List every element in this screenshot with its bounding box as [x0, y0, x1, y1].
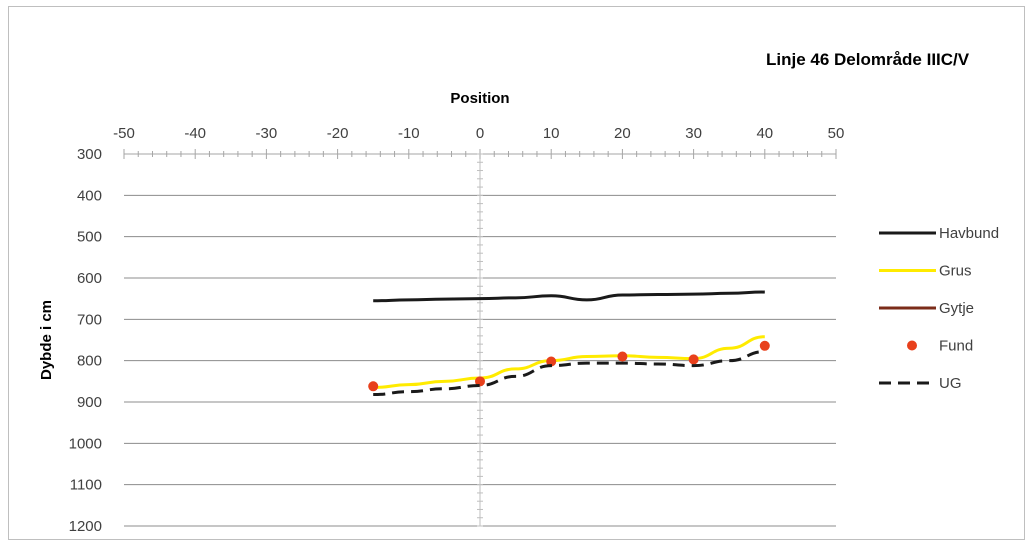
legend-label-fund: Fund [939, 338, 973, 355]
legend-item-havbund: Havbund [879, 225, 999, 242]
x-axis-title: Position [450, 90, 509, 107]
series-fund-point [759, 340, 770, 351]
y-tick-label: 700 [77, 311, 102, 328]
y-tick-label: 1200 [69, 518, 102, 535]
y-tick-label: 1100 [70, 477, 102, 494]
series-fund-point [475, 376, 485, 387]
x-tick-label: 50 [828, 125, 845, 142]
legend-label-ug: UG [939, 375, 962, 392]
series-grus-line [373, 335, 765, 390]
legend-label-havbund: Havbund [939, 225, 999, 242]
legend-marker-fund [907, 340, 917, 351]
x-tick-label: 30 [685, 125, 702, 142]
legend-item-fund: Fund [907, 338, 973, 355]
y-tick-label: 400 [77, 187, 102, 204]
x-tick-label: -40 [184, 125, 206, 142]
x-tick-label: -50 [113, 125, 135, 142]
series-fund-point [546, 356, 557, 367]
legend-item-grus: Grus [879, 263, 972, 280]
x-tick-label: 10 [543, 125, 560, 142]
series-layer [368, 290, 770, 397]
x-tick-label: 0 [476, 125, 484, 142]
legend-label-grus: Grus [939, 263, 972, 280]
y-tick-label: 600 [77, 270, 102, 287]
legend-item-gytje: Gytje [879, 300, 974, 317]
x-tick-label: -20 [327, 125, 349, 142]
series-havbund-line [373, 290, 765, 303]
x-tick-label: -10 [398, 125, 420, 142]
x-tick-label: 20 [614, 125, 631, 142]
series-fund-point [368, 381, 379, 392]
series-ug-line [373, 350, 765, 397]
y-tick-label: 1000 [69, 435, 102, 452]
series-fund-point [688, 354, 699, 365]
y-tick-label: 900 [77, 394, 102, 411]
chart-title: Linje 46 Delområde IIIC/V [766, 50, 970, 69]
y-tick-label: 800 [77, 353, 102, 370]
x-tick-label: 40 [756, 125, 773, 142]
y-tick-label: 500 [77, 229, 102, 246]
axes [124, 153, 836, 526]
y-tick-label: 300 [77, 146, 102, 163]
legend-item-ug: UG [879, 375, 962, 392]
chart-frame: 300 400 500 600 700 800 900 1000 1100 1200 -50 -40-… [8, 6, 1025, 540]
legend-label-gytje: Gytje [939, 300, 974, 317]
x-tick-label: -30 [256, 125, 278, 142]
legend: Havbund Grus Gytje Fund UG [879, 225, 999, 392]
y-axis-title: Dybde i cm [38, 300, 55, 380]
series-fund-point [617, 351, 628, 362]
